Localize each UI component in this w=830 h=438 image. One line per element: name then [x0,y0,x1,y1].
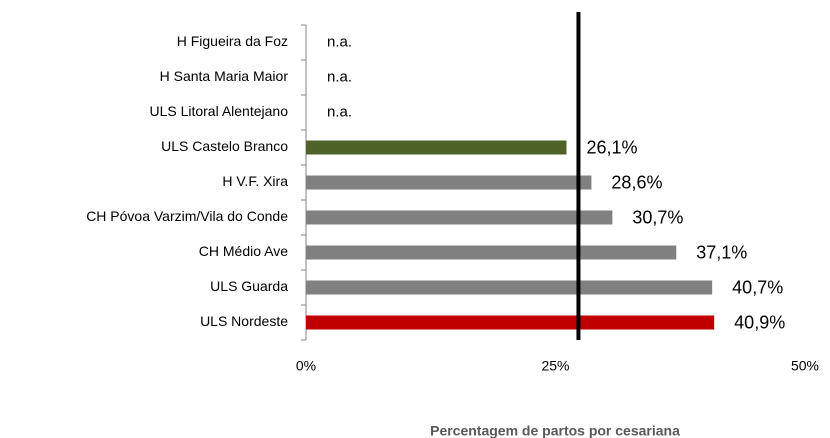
y-tick-label: ULS Litoral Alentejano [149,103,288,119]
bar [306,245,677,260]
bar [306,210,613,225]
y-tick-label: H Figueira da Foz [177,33,288,49]
y-tick-label: H V.F. Xira [222,173,288,189]
bar [306,315,715,330]
y-tick-label: ULS Nordeste [200,313,288,329]
value-label: n.a. [327,33,352,50]
y-tick-label: ULS Guarda [210,278,288,294]
y-tick-label: H Santa Maria Maior [160,68,289,84]
value-label: 37,1% [696,242,747,262]
bar [306,175,592,190]
x-tick-label: 50% [791,358,819,374]
value-label: 28,6% [611,172,662,192]
value-label: 26,1% [586,137,637,157]
x-axis-label: Percentagem de partos por cesariana [430,423,680,438]
bar [306,280,713,295]
y-tick-label: CH Médio Ave [199,243,288,259]
value-label: 40,7% [732,277,783,297]
value-label: n.a. [327,68,352,85]
y-tick-label: CH Póvoa Varzim/Vila do Conde [86,208,288,224]
value-label: 30,7% [632,207,683,227]
value-label: 40,9% [734,312,785,332]
y-tick-label: ULS Castelo Branco [161,138,288,154]
bar [306,140,567,155]
x-tick-label: 0% [296,358,316,374]
value-label: n.a. [327,103,352,120]
x-tick-label: 25% [541,358,569,374]
